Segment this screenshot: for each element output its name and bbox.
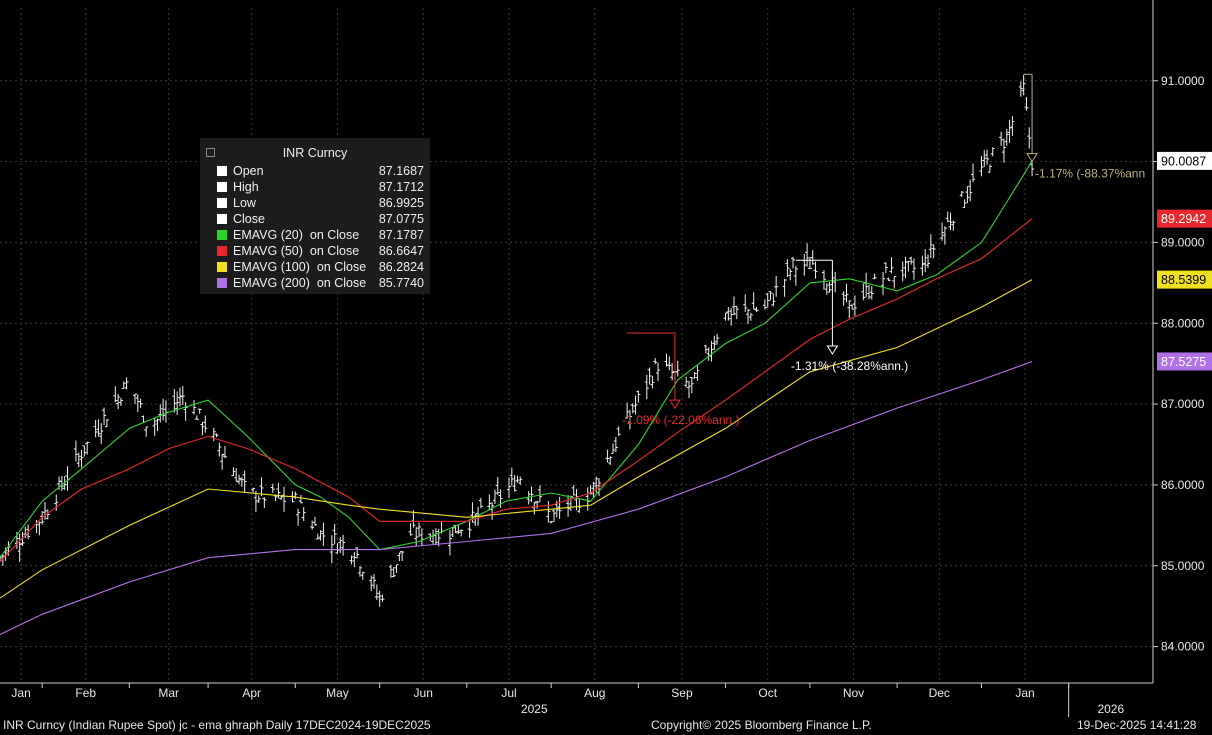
legend-value: 86.9925 (378, 196, 424, 210)
legend-value: 86.2824 (378, 260, 424, 274)
x-year-label: 2026 (1097, 702, 1124, 716)
y-tick-label: 88.0000 (1161, 316, 1205, 330)
x-tick-label: Feb (75, 686, 96, 700)
chart-axes: 84.0000 85.0000 86.0000 87.0000 88.0000 89.00… (0, 0, 1205, 717)
chart-legend[interactable]: INR Curncy Open 87.1687 High 87.1712 Low 86.9… (200, 138, 430, 294)
legend-row: EMAVG (20) on Close 87.1787 (200, 227, 430, 243)
annotation-arrow-icon (1026, 153, 1038, 163)
legend-drag-handle-icon[interactable] (206, 148, 215, 157)
ema-line-50 (0, 218, 1033, 563)
value-badge (1157, 209, 1212, 228)
legend-value: 87.1687 (378, 164, 424, 178)
y-tick-label: 91.0000 (1161, 74, 1205, 88)
legend-value: 87.1787 (378, 228, 424, 242)
y-tick-label: 89.0000 (1161, 235, 1205, 249)
legend-swatch-icon (217, 262, 227, 272)
value-badge (1157, 270, 1212, 289)
x-tick-label: Sep (671, 686, 693, 700)
legend-swatch-icon (217, 198, 227, 208)
value-badge (1157, 352, 1212, 371)
legend-label: EMAVG (20) on Close (233, 228, 360, 242)
x-tick-label: Jan (11, 686, 30, 700)
ema-line-200 (0, 360, 1033, 635)
ema-lines (0, 160, 1033, 635)
annotation-label: -1.31% (-38.28%ann.) (791, 359, 908, 373)
legend-label: EMAVG (50) on Close (233, 244, 360, 258)
x-tick-label: Mar (158, 686, 179, 700)
legend-label: Open (233, 164, 264, 178)
value-badge-text: 89.2942 (1161, 212, 1206, 226)
legend-label: High (233, 180, 259, 194)
x-tick-label: Aug (584, 686, 605, 700)
price-bars (0, 74, 1035, 607)
legend-swatch-icon (217, 278, 227, 288)
x-tick-label: Jan (1015, 686, 1034, 700)
annotation-arrow-icon (826, 345, 839, 355)
legend-title: INR Curncy (282, 146, 348, 160)
legend-row: EMAVG (50) on Close 86.6647 (200, 243, 430, 259)
footer-timestamp: 19-Dec-2025 14:41:28 (1077, 718, 1197, 732)
annotation-label: -1.17% (-88.37%ann (1035, 167, 1145, 181)
y-tick-label: 85.0000 (1161, 559, 1205, 573)
grid-lines (0, 8, 1153, 683)
right-axis-badges: 90.0087 89.2942 88.5399 87.5275 (1157, 151, 1212, 371)
x-tick-label: Dec (929, 686, 950, 700)
x-tick-label: Jul (501, 686, 516, 700)
x-tick-label: Oct (758, 686, 777, 700)
legend-label: EMAVG (100) on Close (233, 260, 367, 274)
value-badge (1157, 151, 1212, 170)
x-tick-label: Apr (242, 686, 261, 700)
value-badge-text: 87.5275 (1161, 355, 1206, 369)
value-badge-text: 88.5399 (1161, 273, 1206, 287)
legend-row: High 87.1712 (200, 179, 430, 195)
legend-value: 86.6647 (378, 244, 424, 258)
legend-swatch-icon (217, 246, 227, 256)
legend-value: 85.7740 (378, 276, 424, 290)
legend-value: 87.1712 (378, 180, 424, 194)
legend-label: EMAVG (200) on Close (233, 276, 367, 290)
y-tick-label: 84.0000 (1161, 640, 1205, 654)
annotation-arrow-icon (669, 399, 681, 410)
legend-row: Open 87.1687 (200, 163, 430, 179)
legend-label: Low (233, 196, 256, 210)
x-tick-label: May (326, 686, 349, 700)
legend-rows: Open 87.1687 High 87.1712 Low 86.9925 Close 87.… (200, 163, 430, 291)
value-badge-text: 90.0087 (1161, 154, 1206, 168)
ema-line-100 (0, 279, 1033, 599)
x-year-label: 2025 (521, 702, 548, 716)
legend-row: Close 87.0775 (200, 211, 430, 227)
annotations: -1.09% (-22.06%ann.) -1.31% (-38.28%ann.)… (622, 73, 1145, 427)
annotation-label: -1.09% (-22.06%ann.) (622, 413, 739, 427)
legend-swatch-icon (217, 182, 227, 192)
legend-swatch-icon (217, 214, 227, 224)
x-tick-label: Nov (843, 686, 864, 700)
legend-swatch-icon (217, 230, 227, 240)
legend-row: EMAVG (100) on Close 86.2824 (200, 259, 430, 275)
legend-row: EMAVG (200) on Close 85.7740 (200, 275, 430, 291)
y-tick-label: 86.0000 (1161, 478, 1205, 492)
legend-swatch-icon (217, 166, 227, 176)
y-tick-label: 87.0000 (1161, 397, 1205, 411)
legend-label: Close (233, 212, 265, 226)
legend-row: Low 86.9925 (200, 195, 430, 211)
footer-chart-description: INR Curncy (Indian Rupee Spot) jc - ema … (3, 718, 431, 732)
ema-line-20 (0, 160, 1033, 559)
legend-value: 87.0775 (378, 212, 424, 226)
x-tick-label: Jun (414, 686, 433, 700)
footer-copyright: Copyright© 2025 Bloomberg Finance L.P. (651, 718, 872, 732)
